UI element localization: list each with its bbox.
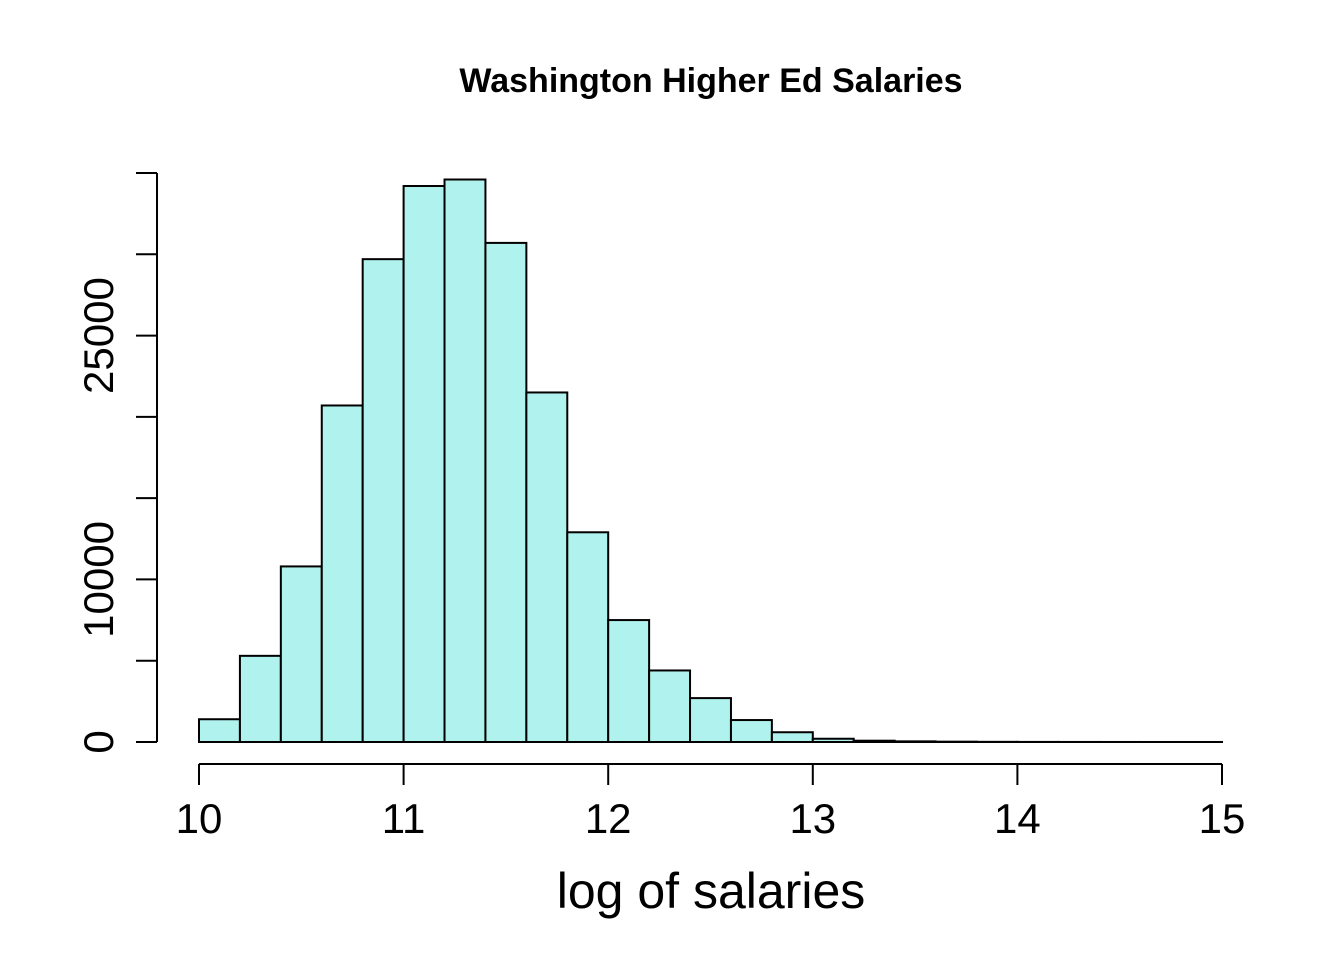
histogram-bar-15 [811,737,855,744]
x-tick-label-3: 13 [789,795,836,842]
histogram-bar-4 [361,258,405,743]
histogram-bar-8 [525,391,569,743]
x-axis-title: log of salaries [557,863,866,919]
histogram-bar-11 [648,669,692,743]
y-tick-label-0: 0 [75,730,122,753]
x-axis: 10 11 12 13 14 15 [176,763,1246,842]
histogram-bar-13 [729,719,773,743]
x-tick-label-4: 14 [994,795,1041,842]
x-tick-label-0: 10 [176,795,223,842]
y-tick-label-2: 25000 [75,277,122,394]
chart-title: Washington Higher Ed Salaries [459,62,962,100]
bars-group [198,178,1223,744]
histogram-bar-10 [607,619,651,743]
histogram-bar-9 [566,531,610,743]
x-tick-label-1: 11 [382,795,426,842]
histogram-bar-16 [852,739,896,743]
histogram-bar-12 [689,697,732,743]
histogram-bar-3 [320,404,364,743]
x-tick-label-5: 15 [1199,795,1246,842]
x-tick-label-2: 12 [585,795,632,842]
y-axis: 0 10000 25000 [75,172,158,754]
histogram-bar-14 [770,731,814,744]
histogram-bar-0 [198,718,241,743]
histogram-bar-7 [484,241,528,744]
histogram-bar-17 [893,740,937,744]
histogram-bar-5 [402,185,446,743]
y-tick-label-1: 10000 [75,521,122,638]
histogram-bar-2 [279,565,323,743]
histogram-bar-6 [443,178,487,743]
histogram-bar-1 [238,654,282,744]
